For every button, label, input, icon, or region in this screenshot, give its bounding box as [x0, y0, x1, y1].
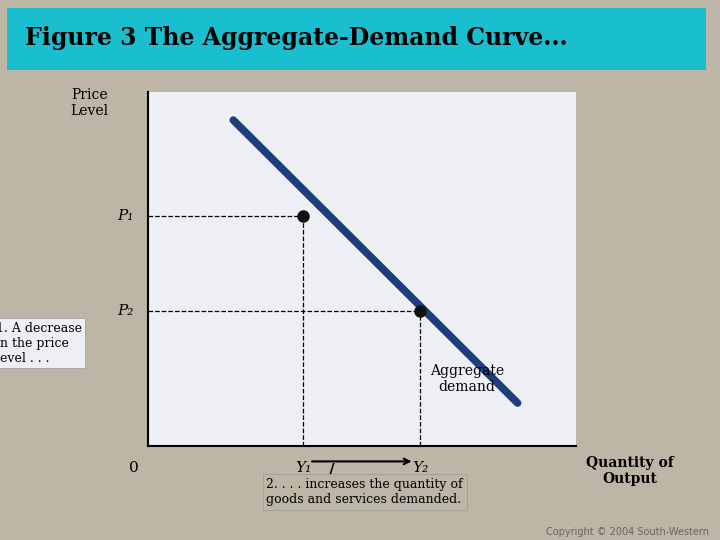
FancyBboxPatch shape — [0, 8, 720, 70]
Text: /: / — [328, 462, 335, 481]
Text: Quantity of
Output: Quantity of Output — [586, 456, 674, 487]
Text: Figure 3 The Aggregate-Demand Curve...: Figure 3 The Aggregate-Demand Curve... — [24, 26, 567, 50]
Text: 1. A decrease
in the price
level . . .: 1. A decrease in the price level . . . — [0, 322, 81, 364]
Text: Y₁: Y₁ — [295, 461, 312, 475]
Text: Y₂: Y₂ — [412, 461, 428, 475]
Text: P₁: P₁ — [117, 208, 134, 222]
Text: Copyright © 2004 South-Western: Copyright © 2004 South-Western — [546, 527, 709, 537]
Text: Aggregate
demand: Aggregate demand — [430, 364, 504, 394]
Text: 2. . . . increases the quantity of
goods and services demanded.: 2. . . . increases the quantity of goods… — [266, 478, 463, 506]
Text: P₂: P₂ — [117, 304, 134, 318]
Text: Price
Level: Price Level — [70, 88, 108, 118]
Text: 0: 0 — [129, 461, 139, 475]
